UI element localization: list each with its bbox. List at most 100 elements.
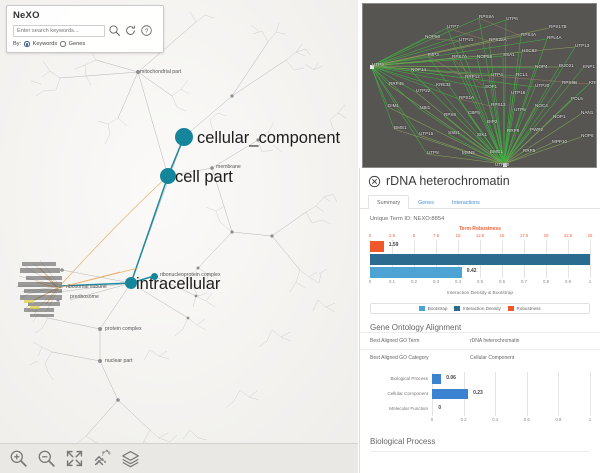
biological-process-heading: Biological Process <box>370 437 436 446</box>
go-term-key: Best Aligned GO Term <box>370 338 420 344</box>
radio-genes[interactable] <box>60 41 66 47</box>
bar-value-molecular-function: 0 <box>438 405 442 411</box>
graph-toolbar[interactable] <box>0 443 358 473</box>
legend-item-bootstrap[interactable]: Bootstrap <box>419 306 447 311</box>
legend-swatch-interaction-density <box>454 306 461 311</box>
tab-genes[interactable]: Genes <box>418 200 434 206</box>
fit-to-screen-icon[interactable] <box>65 449 84 468</box>
table-row: Best Aligned GO Term rDNA heterochromati… <box>360 332 600 349</box>
gene-ontology-alignment-heading: Gene Ontology Alignment <box>370 323 462 332</box>
axis-tick: 22.5 <box>563 233 573 238</box>
legend-label-bootstrap: Bootstrap <box>427 306 448 311</box>
axis-tick: 17.5 <box>519 233 529 238</box>
panel-header: rDNA heterochromatin <box>360 168 600 191</box>
term-detail-panel[interactable]: rDNA heterochromatin Summary Genes Inter… <box>359 168 600 473</box>
page-title: rDNA heterochromatin <box>386 174 510 188</box>
axis-tick: 0.7 <box>521 279 527 284</box>
axis-tick: 0 <box>368 233 372 238</box>
bar-value-robustness: 1.59 <box>388 242 399 248</box>
ontology-network-view[interactable]: mitochondrial part cellular_component ce… <box>0 0 358 473</box>
axis-tick: 15 <box>499 233 505 238</box>
bar-value-cellular-component: 0.23 <box>473 390 483 396</box>
refresh-icon[interactable] <box>124 24 137 37</box>
svg-text:?: ? <box>145 28 149 35</box>
table-row: Best Aligned GO Category Cellular Compon… <box>360 349 600 366</box>
bar-value-biological-process: 0.06 <box>446 375 456 381</box>
axis-tick: 0 <box>430 417 434 422</box>
legend-swatch-robustness <box>507 306 514 311</box>
axis-tick: 0.4 <box>455 279 461 284</box>
search-by-label: By: <box>13 41 22 47</box>
chart-axis-label-density-bootstrap: Interaction Density & Bootstrap <box>446 291 514 296</box>
radio-genes-label: Genes <box>68 41 86 47</box>
go-alignment-score-chart: 0.06 0.23 0 0 0.2 0.4 0.6 0.8 1 Biologic… <box>370 372 591 432</box>
go-chart-category-cellular-component: Cellular Component <box>387 391 428 396</box>
ontology-node-ribonucleoprotein-complex[interactable] <box>151 273 158 280</box>
axis-tick: 0 <box>368 279 372 284</box>
axis-tick: 0.4 <box>492 417 499 422</box>
search-by-row[interactable]: By: Keywords Genes <box>13 41 157 47</box>
axis-tick: 1 <box>588 417 592 422</box>
radio-keywords[interactable] <box>24 41 30 47</box>
collapse-network-icon[interactable] <box>93 449 112 468</box>
axis-tick: 0.8 <box>543 279 549 284</box>
go-chart-category-biological-process: Biological Process <box>390 376 428 381</box>
ontology-node-cellular-component[interactable] <box>175 128 193 146</box>
bar-biological-process[interactable] <box>432 374 442 384</box>
bar-interaction-density[interactable] <box>370 254 590 265</box>
bar-value-bootstrap: 0.42 <box>466 268 477 274</box>
axis-tick: 0.5 <box>477 279 483 284</box>
legend-item-robustness[interactable]: Robustness <box>507 306 541 311</box>
axis-tick: 0.1 <box>389 279 395 284</box>
legend-item-interaction-density[interactable]: Interaction Density <box>454 306 501 311</box>
radio-keywords-label: Keywords <box>32 41 58 47</box>
unique-term-id: Unique Term ID: NEXO:8854 <box>370 216 445 222</box>
zoom-out-icon[interactable] <box>37 449 56 468</box>
help-icon[interactable]: ? <box>140 24 153 37</box>
tab-interactions[interactable]: Interactions <box>451 200 480 206</box>
bar-bootstrap[interactable] <box>370 267 463 278</box>
tab-bar[interactable]: Summary Genes Interactions <box>360 194 600 209</box>
axis-tick: 0.3 <box>433 279 439 284</box>
chart-legend: Bootstrap Interaction Density Robustness <box>370 303 590 314</box>
axis-tick: 0.6 <box>523 417 530 422</box>
term-robustness-chart: Term Robustness 0 2.5 5 7.5 10 12.5 15 1… <box>368 226 593 296</box>
axis-tick: 0.8 <box>555 417 562 422</box>
legend-swatch-bootstrap <box>419 306 426 311</box>
zoom-in-icon[interactable] <box>9 449 28 468</box>
section-divider <box>370 451 590 452</box>
axis-tick: 10 <box>455 233 461 238</box>
ontology-node-cell-part[interactable] <box>160 168 176 184</box>
search-icon[interactable] <box>108 24 121 37</box>
axis-tick: 25 <box>587 233 593 238</box>
gene-network-svg <box>363 4 596 167</box>
search-input[interactable] <box>13 24 105 37</box>
axis-tick: 20 <box>543 233 549 238</box>
bar-cellular-component[interactable] <box>432 389 469 399</box>
legend-label-robustness: Robustness <box>516 306 541 311</box>
go-term-value: rDNA heterochromatin <box>470 338 520 344</box>
axis-tick: 0.9 <box>565 279 571 284</box>
app-title: NeXO <box>13 10 40 21</box>
axis-tick: 7.5 <box>433 233 439 238</box>
go-category-key: Best Aligned GO Category <box>370 355 429 361</box>
tab-summary[interactable]: Summary <box>368 195 410 209</box>
ontology-graph-svg <box>0 0 358 473</box>
ontology-node-intracellular[interactable] <box>125 277 137 289</box>
legend-label-interaction-density: Interaction Density <box>462 306 501 311</box>
axis-tick: 5 <box>412 233 416 238</box>
search-row[interactable]: ? <box>13 24 157 37</box>
axis-tick: 0.2 <box>411 279 417 284</box>
axis-tick: 0.6 <box>499 279 505 284</box>
go-category-value: Cellular Component <box>470 355 515 361</box>
search-panel[interactable]: NeXO ? By: <box>6 5 164 53</box>
layers-icon[interactable] <box>121 449 140 468</box>
gene-interaction-network[interactable]: UTP9 UTP7 RPS8A UTP6 RPS17B NOP56 UTP21 … <box>362 3 597 168</box>
go-chart-category-molecular-function: Molecular Function <box>389 406 428 411</box>
axis-tick: 1 <box>588 279 592 284</box>
bottom-axis: 0 0.1 0.2 0.3 0.4 0.5 0.6 0.7 0.8 0.9 1 <box>368 279 592 287</box>
axis-tick: 0.2 <box>460 417 467 422</box>
go-chart-plot: 0.06 0.23 0 0 0.2 0.4 0.6 0.8 1 <box>431 372 591 422</box>
close-icon[interactable] <box>368 175 381 188</box>
bar-robustness[interactable] <box>370 241 384 252</box>
